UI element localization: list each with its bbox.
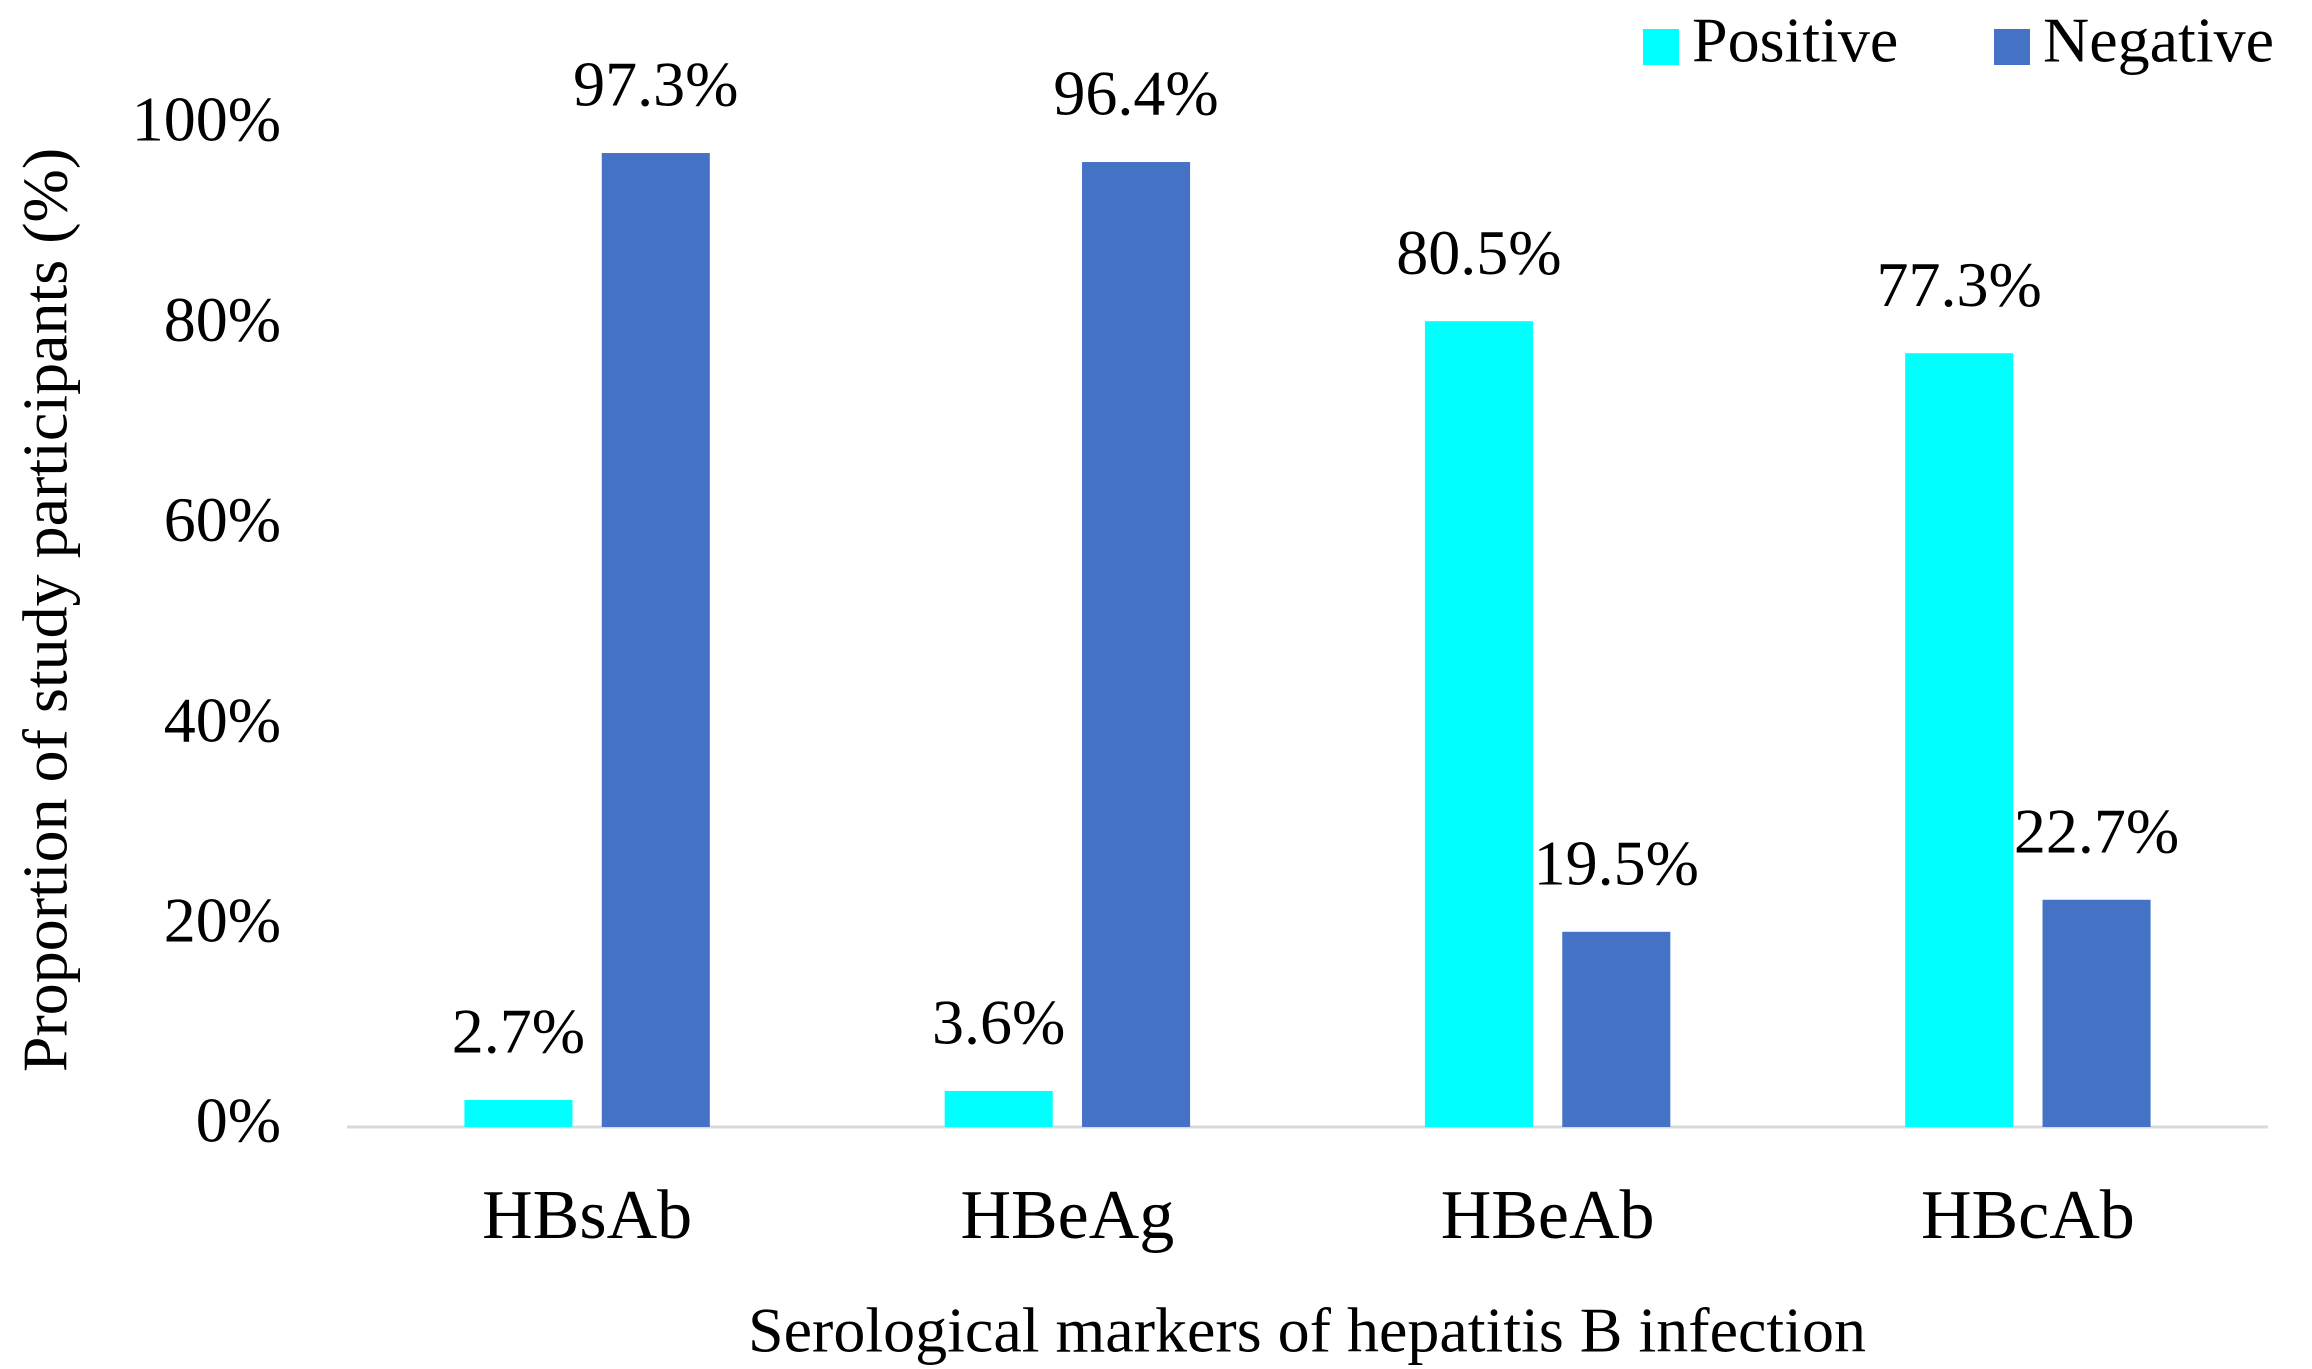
x-tick-label: HBsAb <box>482 1177 692 1254</box>
bar <box>944 1090 1053 1127</box>
bar <box>601 153 710 1128</box>
bar <box>464 1099 573 1127</box>
data-label: 97.3% <box>573 49 738 120</box>
y-axis-title: Proportion of study participants (%) <box>10 148 81 1072</box>
bar <box>1562 931 1671 1127</box>
y-tick-label: 20% <box>164 884 281 955</box>
data-label: 19.5% <box>1534 827 1699 898</box>
legend-swatch <box>1643 29 1679 65</box>
y-tick-label: 0% <box>196 1085 281 1156</box>
x-tick-label: HBeAb <box>1441 1177 1655 1254</box>
data-label: 2.7% <box>452 996 585 1067</box>
data-label: 22.7% <box>2014 795 2179 866</box>
legend-swatch <box>1994 29 2030 65</box>
y-tick-label: 80% <box>164 284 281 355</box>
legend-label: Negative <box>2043 5 2274 76</box>
y-tick-label: 60% <box>164 484 281 555</box>
bar <box>1424 321 1533 1127</box>
bar <box>1082 162 1191 1127</box>
data-label: 80.5% <box>1396 217 1561 288</box>
data-label: 77.3% <box>1877 249 2042 320</box>
bar <box>1905 353 2014 1127</box>
x-tick-label: HBcAb <box>1921 1177 2135 1254</box>
y-tick-label: 100% <box>132 84 281 155</box>
data-label: 3.6% <box>932 987 1065 1058</box>
y-tick-label: 40% <box>164 684 281 755</box>
legend-label: Positive <box>1692 5 1898 76</box>
x-tick-label: HBeAg <box>960 1177 1174 1254</box>
bar <box>2042 899 2151 1127</box>
x-axis-title: Serological markers of hepatitis B infec… <box>748 1295 1866 1366</box>
data-label: 96.4% <box>1053 58 1218 129</box>
